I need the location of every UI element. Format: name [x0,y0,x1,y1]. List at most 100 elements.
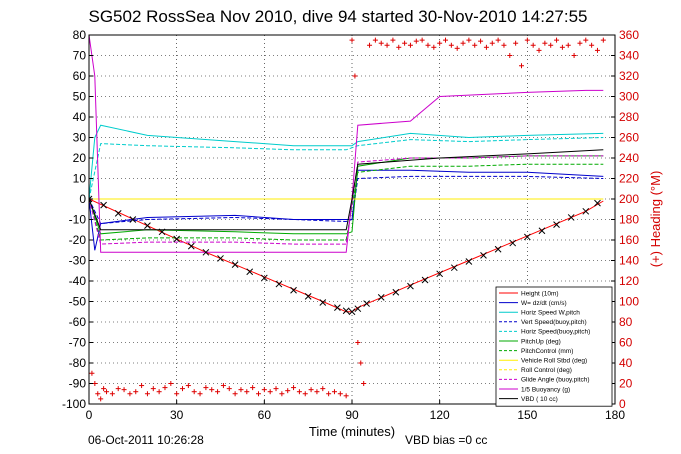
height-marker [114,209,122,217]
y-tick-label: 10 [73,172,87,186]
heading-point [402,40,408,46]
x-tick-label: 90 [345,408,359,422]
height-marker [480,252,487,259]
height-marker [523,233,531,241]
series-group [89,35,606,402]
heading-point [396,44,402,50]
y-tick-label: 20 [73,151,87,165]
heading-point [390,37,396,43]
legend-entry: Horiz Speed(buoy,pitch) [521,329,590,336]
legend-entry: Height (10m) [521,290,559,297]
heading-point [419,37,425,43]
heading-point [95,391,101,397]
footer-timestamp: 06-Oct-2011 10:26:28 [88,433,204,447]
heading-point [472,42,478,48]
heading-point [185,383,191,389]
heading-point [460,40,466,46]
heading-point [92,381,98,386]
y2-tick-label: 260 [619,131,639,145]
heading-point [291,385,297,391]
height-marker [363,300,370,307]
heading-point [507,53,513,58]
heading-point [367,42,373,48]
heading-point [109,391,115,397]
height-marker [567,214,575,221]
heading-point [443,37,449,43]
y-tick-label: 80 [73,28,87,42]
height-marker [465,258,473,265]
heading-point [238,387,244,393]
heading-point [565,42,571,48]
heading-point [320,386,326,392]
heading-point [343,393,349,399]
height-marker [217,255,224,262]
heading-point [571,53,577,58]
height-marker [173,235,181,243]
y2-tick-label: 120 [619,274,639,288]
series-line-2 [89,124,604,200]
y-tick-label: 40 [73,110,87,124]
heading-point [133,389,139,395]
y2-tick-label: 180 [619,213,639,227]
legend-entry: W= dz/dt (cm/s) [521,300,567,307]
height-marker [246,268,254,276]
series-line-6 [89,163,604,241]
height-marker [377,294,385,301]
y-tick-label: -70 [69,336,87,350]
y-tick-label: -50 [69,295,87,309]
height-marker [354,305,362,313]
heading-point [197,391,203,397]
heading-point [530,42,536,48]
heading-point [448,42,454,48]
y-tick-label: -100 [62,397,86,411]
heading-point [255,391,261,397]
legend-entry: Roll Control (deg) [521,367,572,374]
y-tick-label: -40 [69,274,87,288]
height-marker [348,308,356,316]
y-tick-label: 50 [73,90,87,104]
heading-point [413,38,419,44]
height-marker [553,221,560,228]
y2-tick-label: 40 [619,356,633,370]
y-tick-label: -80 [69,356,87,370]
heading-point [308,387,314,393]
legend-entry: PitchUp (deg) [521,338,561,345]
heading-point [331,389,337,395]
heading-point [559,44,565,50]
series-line-5 [89,155,604,235]
legend-entry: Glide Angle (buoy,pitch) [521,377,590,384]
heading-point [98,396,104,402]
y-tick-label: 60 [73,69,87,83]
y2-tick-label: 20 [619,377,633,391]
heading-point [220,383,226,389]
heading-point [501,42,507,48]
y2-tick-label: 220 [619,172,639,186]
legend-entry: Vehicle Roll Stbd (deg) [521,358,587,365]
chart-title: SG502 RossSea Nov 2010, dive 94 started … [89,7,588,26]
heading-point [250,385,256,391]
heading-point [139,383,145,389]
heading-point [279,391,285,397]
heading-point [478,38,484,44]
heading-point [454,45,460,51]
height-marker [89,195,93,203]
height-marker [436,270,444,278]
heading-point [261,387,267,393]
heading-point [355,340,361,345]
heading-point [296,389,302,395]
x-tick-label: 180 [605,408,625,422]
heading-point [358,360,364,366]
y-tick-label: -90 [69,377,87,391]
legend-entry: Horiz Speed W,pitch [521,310,580,317]
height-marker [407,282,414,290]
legend-entry: 1/5 Buoyancy (g) [521,386,570,393]
heading-point [115,386,121,392]
heading-point [104,389,110,395]
series-line-3 [89,175,604,225]
y2-tick-label: 340 [619,49,639,63]
y2-tick-label: 140 [619,254,639,268]
height-marker [100,201,107,209]
series-line-11 [89,149,604,231]
y-ticks: -100-90-80-70-60-50-40-30-20-10010203040… [62,28,93,411]
heading-point [101,386,107,392]
